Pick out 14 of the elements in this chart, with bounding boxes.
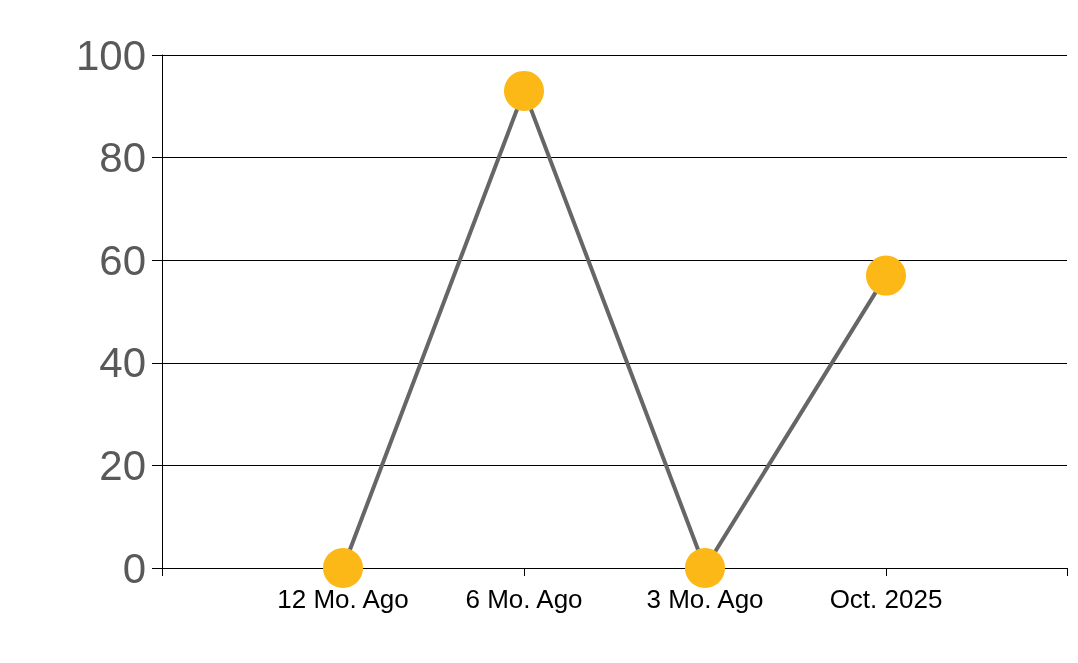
- y-tick-label: 20: [99, 441, 146, 489]
- point: [323, 548, 363, 588]
- x-tick-label: Oct. 2025: [829, 584, 943, 614]
- y-tick-label: 80: [99, 134, 146, 182]
- y-tick-label: 0: [122, 544, 146, 592]
- x-tick-label: 6 Mo. Ago: [465, 584, 583, 614]
- point: [866, 255, 906, 296]
- point: [685, 548, 725, 588]
- y-tick-label: 60: [99, 236, 146, 284]
- x-tick-label: 3 Mo. Ago: [646, 584, 764, 614]
- y-tick-label: 100: [75, 31, 146, 79]
- y-tick-label: 40: [99, 339, 146, 387]
- x-tick-label: 12 Mo. Ago: [277, 584, 409, 614]
- point: [504, 70, 544, 111]
